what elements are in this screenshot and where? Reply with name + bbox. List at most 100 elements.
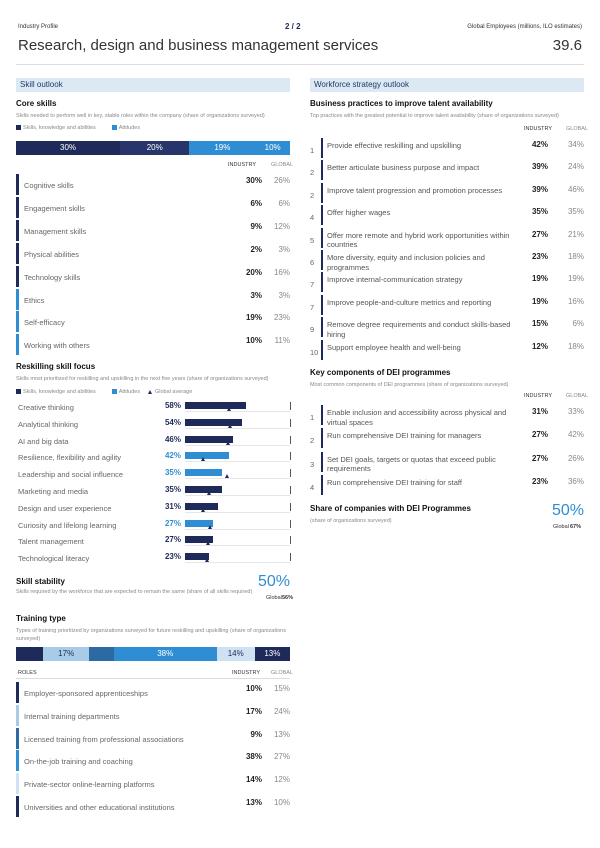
row-label: Curiosity and lifelong learning bbox=[18, 520, 117, 530]
bar bbox=[185, 452, 230, 460]
legend-swatch bbox=[16, 125, 21, 130]
legend-label: Skills, knowledge and abilities bbox=[23, 389, 96, 395]
global-value: 6% bbox=[572, 319, 584, 329]
industry-value: 19% bbox=[245, 313, 262, 323]
row-label: Run comprehensive DEI training for manag… bbox=[327, 431, 482, 441]
global-marker bbox=[225, 440, 230, 445]
subtitle: Skills most prioritized for reskilling a… bbox=[16, 376, 269, 382]
global-marker bbox=[224, 474, 229, 479]
row-label: Talent management bbox=[18, 537, 84, 547]
row-strip bbox=[321, 474, 323, 495]
subtitle: Types of training prioritized by organiz… bbox=[16, 628, 286, 642]
segment-label: 17% bbox=[58, 649, 75, 658]
global-value: 6% bbox=[278, 198, 290, 208]
global-marker bbox=[201, 507, 206, 512]
row-label: Leadership and social influence bbox=[18, 470, 124, 480]
industry-value: 27% bbox=[531, 453, 548, 463]
industry-value: 20% bbox=[245, 267, 262, 277]
bar-segment bbox=[16, 141, 121, 155]
section-heading: Skill stability bbox=[16, 577, 65, 586]
rank: 1 bbox=[310, 413, 315, 422]
legend-marker bbox=[148, 390, 152, 394]
row-strip bbox=[321, 294, 323, 315]
bar-value: 42% bbox=[164, 451, 181, 461]
global-value: 3% bbox=[278, 290, 290, 300]
bar-segment bbox=[43, 647, 90, 661]
legend-swatch bbox=[111, 389, 117, 394]
divider bbox=[16, 64, 584, 65]
row-strip bbox=[16, 704, 19, 726]
global-value: 10% bbox=[273, 798, 290, 807]
track-end bbox=[290, 452, 291, 461]
subtitle: (share of organizations surveyed) bbox=[310, 518, 392, 524]
segment-label: 30% bbox=[60, 143, 77, 152]
global-marker bbox=[201, 457, 206, 462]
bar-segment bbox=[255, 141, 290, 155]
row-label: Engagement skills bbox=[24, 203, 85, 213]
industry-value: 2% bbox=[250, 244, 262, 254]
global-label: Global bbox=[553, 524, 569, 530]
bar-value: 54% bbox=[164, 417, 181, 427]
global-value: 18% bbox=[567, 252, 584, 261]
bar-segment bbox=[89, 647, 114, 661]
legend-label: Global average bbox=[155, 389, 193, 395]
global-label: Global bbox=[266, 595, 282, 601]
legend-label: Attitudes bbox=[118, 389, 141, 395]
column-header: INDUSTRY bbox=[524, 393, 553, 399]
industry-value: 17% bbox=[245, 706, 262, 716]
global-value: 19% bbox=[567, 274, 584, 284]
bar bbox=[185, 402, 246, 409]
track-end bbox=[290, 519, 291, 528]
industry-value: 23% bbox=[531, 476, 548, 486]
rank: 4 bbox=[310, 482, 315, 492]
industry-value: 12% bbox=[531, 341, 548, 351]
column-header: INDUSTRY bbox=[228, 162, 257, 168]
metric-value: 39.6 bbox=[552, 37, 582, 54]
global-value: 42% bbox=[567, 430, 584, 440]
industry-value: 9% bbox=[250, 729, 262, 739]
global-marker bbox=[207, 524, 212, 529]
section-heading: Training type bbox=[16, 614, 66, 623]
bar-segment bbox=[120, 141, 190, 155]
bar-value: 23% bbox=[164, 552, 181, 562]
row-label: Internal training departments bbox=[24, 711, 120, 721]
row-label: Self-efficacy bbox=[24, 318, 65, 328]
section-heading: Business practices to improve talent ava… bbox=[310, 99, 493, 108]
subtitle: Most common components of DEI programmes… bbox=[310, 382, 509, 388]
row-label: Physical abilities bbox=[24, 249, 80, 259]
track-end bbox=[290, 402, 291, 410]
column-header: GLOBAL bbox=[271, 162, 294, 168]
global-marker bbox=[204, 558, 209, 563]
global-marker bbox=[226, 407, 231, 411]
column-header: INDUSTRY bbox=[524, 126, 553, 132]
row-strip bbox=[16, 727, 19, 749]
global-value: 12% bbox=[273, 775, 290, 785]
section-heading: Key components of DEI programmes bbox=[310, 368, 451, 377]
row-label: Improve talent progression and promotion… bbox=[327, 185, 503, 195]
row-strip bbox=[16, 174, 19, 195]
rank: 2 bbox=[310, 190, 315, 200]
industry-value: 19% bbox=[531, 274, 548, 284]
rank: 7 bbox=[310, 302, 315, 312]
row-strip bbox=[321, 428, 323, 449]
track bbox=[185, 461, 290, 463]
section-heading: Core skills bbox=[16, 99, 57, 108]
row-label: Design and user experience bbox=[18, 503, 112, 513]
bar-segment bbox=[254, 647, 290, 661]
industry-value: 3% bbox=[250, 290, 262, 300]
row-label: Ethics bbox=[24, 295, 45, 305]
global-value: 11% bbox=[274, 336, 290, 346]
industry-value: 6% bbox=[250, 198, 262, 208]
global-value: 36% bbox=[567, 476, 584, 486]
bar bbox=[185, 553, 210, 561]
row-label: AI and big data bbox=[18, 436, 69, 446]
row-label: Offer higher wages bbox=[327, 208, 391, 218]
bar-value: 58% bbox=[164, 401, 181, 410]
segment-label: 14% bbox=[227, 649, 244, 658]
row-label: Support employee health and well-being bbox=[327, 342, 461, 352]
big-value: 50% bbox=[257, 573, 290, 590]
row-label: Offer more remote and hybrid work opport… bbox=[327, 230, 510, 250]
bar-value: 46% bbox=[164, 434, 181, 444]
subtitle: Skills required by the workforce that ar… bbox=[16, 589, 253, 595]
